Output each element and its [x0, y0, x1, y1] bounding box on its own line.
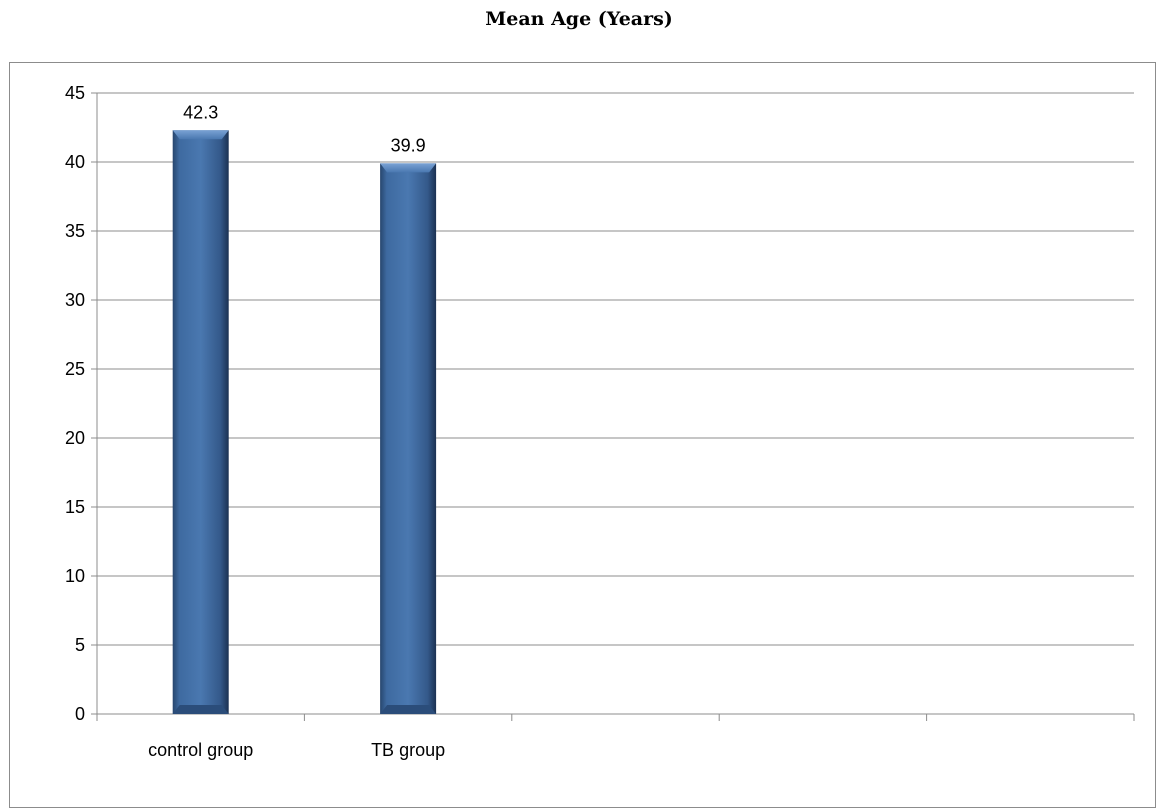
data-label: 39.9	[391, 135, 426, 155]
y-tick-label: 45	[65, 83, 85, 103]
chart-title: Mean Age (Years)	[485, 8, 673, 30]
bar-bevel-bottom	[380, 705, 437, 714]
data-label: 42.3	[183, 102, 218, 122]
bar-bevel	[172, 130, 229, 140]
y-tick-label: 20	[65, 428, 85, 448]
y-tick-label: 5	[75, 635, 85, 655]
bar-bevel	[380, 163, 437, 173]
bar	[380, 163, 437, 714]
y-tick-label: 0	[75, 704, 85, 724]
y-tick-label: 40	[65, 152, 85, 172]
y-tick-label: 10	[65, 566, 85, 586]
x-category-label: TB group	[371, 740, 445, 760]
y-tick-label: 25	[65, 359, 85, 379]
x-category-label: control group	[148, 740, 253, 760]
y-tick-label: 35	[65, 221, 85, 241]
bar-bevel-bottom	[172, 705, 229, 714]
y-tick-label: 30	[65, 290, 85, 310]
y-tick-label: 15	[65, 497, 85, 517]
bar	[172, 130, 229, 714]
